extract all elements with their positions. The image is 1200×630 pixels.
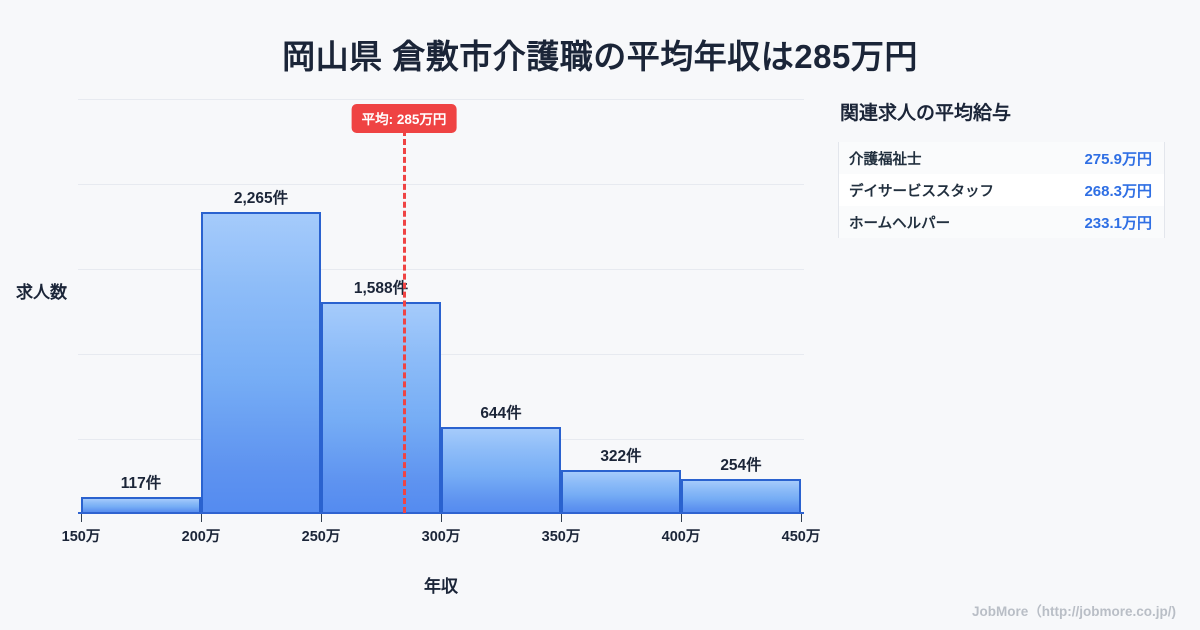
bar-value-label: 254件 bbox=[720, 457, 762, 474]
x-tick-label: 200万 bbox=[181, 529, 221, 545]
salary-row-name: 介護福祉士 bbox=[849, 151, 922, 168]
page-title: 岡山県 倉敷市介護職の平均年収は285万円 bbox=[282, 38, 918, 75]
x-tick bbox=[681, 514, 682, 522]
gridline bbox=[78, 354, 804, 355]
average-line bbox=[403, 130, 406, 513]
x-tick bbox=[441, 514, 442, 522]
table-row[interactable]: デイサービススタッフ 268.3万円 bbox=[839, 174, 1164, 206]
bar-value-label: 2,265件 bbox=[233, 190, 289, 207]
bar-bin-3[interactable] bbox=[321, 302, 441, 513]
gridline bbox=[78, 184, 804, 185]
bar-value-label: 1,588件 bbox=[353, 280, 409, 297]
y-axis-title: 求人数 bbox=[16, 283, 67, 302]
footer-watermark: JobMore（http://jobmore.co.jp/) bbox=[972, 604, 1176, 619]
gridline bbox=[78, 269, 804, 270]
plot-area: 117件 2,265件 1,588件 644件 322件 254件 bbox=[78, 99, 804, 513]
x-axis-title: 年収 bbox=[424, 577, 458, 596]
x-tick-label: 400万 bbox=[661, 529, 701, 545]
x-tick-label: 250万 bbox=[301, 529, 341, 545]
salary-table: 介護福祉士 275.9万円 デイサービススタッフ 268.3万円 ホームヘルパー… bbox=[838, 142, 1165, 238]
bar-bin-5[interactable] bbox=[561, 470, 681, 513]
histogram-chart: 求人数 117件 2,265件 1,588件 644件 322件 254件 bbox=[16, 99, 821, 596]
bar-value-label: 644件 bbox=[480, 405, 522, 422]
salary-row-name: ホームヘルパー bbox=[849, 215, 951, 232]
average-badge: 平均: 285万円 bbox=[351, 104, 457, 133]
bar-bin-1[interactable] bbox=[81, 497, 201, 513]
bar-value-label: 322件 bbox=[600, 448, 642, 465]
related-salary-title: 関連求人の平均給与 bbox=[840, 103, 1012, 124]
bar-bin-2[interactable] bbox=[201, 212, 321, 513]
x-tick bbox=[201, 514, 202, 522]
x-tick-label: 150万 bbox=[61, 529, 101, 545]
x-tick-label: 350万 bbox=[541, 529, 581, 545]
x-tick-label: 300万 bbox=[421, 529, 461, 545]
x-axis-line bbox=[78, 512, 804, 514]
x-tick bbox=[321, 514, 322, 522]
salary-row-value: 233.1万円 bbox=[1084, 214, 1152, 232]
bar-value-label: 117件 bbox=[120, 475, 162, 492]
related-salary-panel: 関連求人の平均給与 介護福祉士 275.9万円 デイサービススタッフ 268.3… bbox=[838, 98, 1168, 238]
table-row[interactable]: 介護福祉士 275.9万円 bbox=[839, 142, 1164, 174]
x-tick bbox=[561, 514, 562, 522]
x-tick bbox=[801, 514, 802, 522]
salary-row-name: デイサービススタッフ bbox=[849, 183, 994, 200]
table-row[interactable]: ホームヘルパー 233.1万円 bbox=[839, 206, 1164, 238]
bar-bin-6[interactable] bbox=[681, 479, 801, 513]
salary-row-value: 275.9万円 bbox=[1084, 150, 1152, 168]
salary-row-value: 268.3万円 bbox=[1084, 182, 1152, 200]
bar-bin-4[interactable] bbox=[441, 427, 561, 513]
x-tick bbox=[81, 514, 82, 522]
gridline bbox=[78, 99, 804, 100]
x-tick-label: 450万 bbox=[781, 529, 821, 545]
